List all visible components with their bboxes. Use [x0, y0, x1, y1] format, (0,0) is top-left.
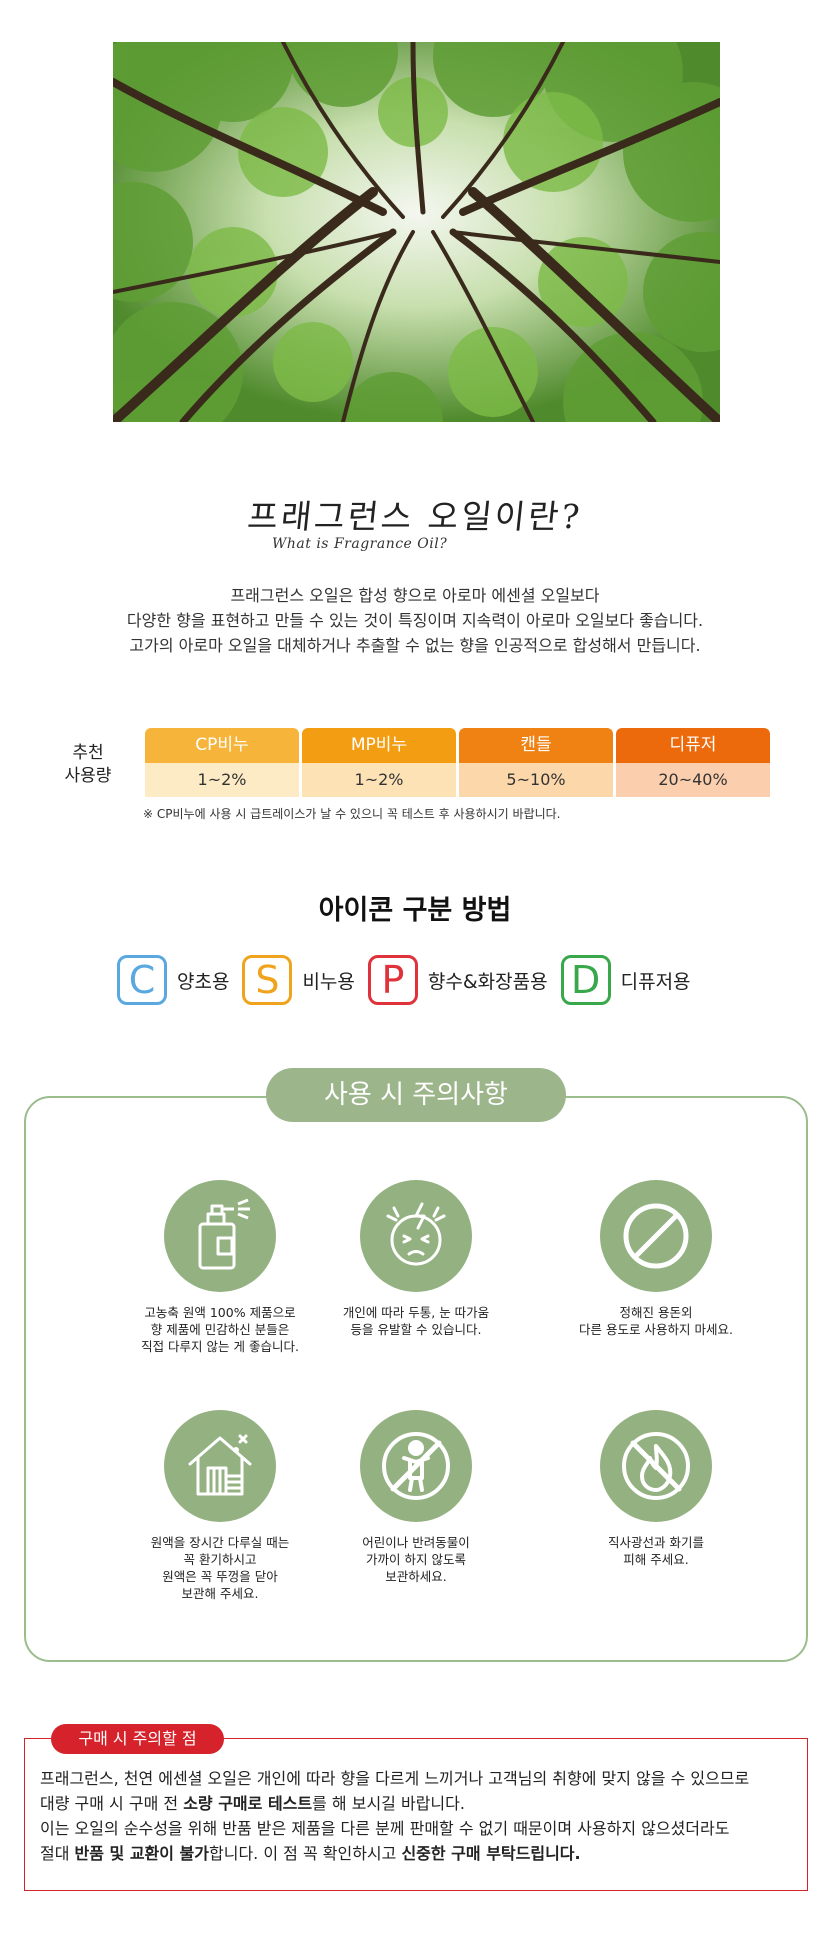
title-english: What is Fragrance Oil?	[272, 536, 448, 552]
caution-text-line: 원액을 장시간 다루실 때는	[150, 1535, 290, 1550]
intro-line: 고가의 아로마 오일을 대체하거나 추출할 수 없는 향을 인공적으로 합성해서…	[129, 636, 701, 655]
caution-text-line: 보관하세요.	[385, 1569, 447, 1584]
no-children-icon	[360, 1410, 472, 1522]
notice-line: 대량 구매 시 구매 전 소량 구매로 테스트를 해 보시길 바랍니다.	[40, 1791, 800, 1816]
caution-text-line: 직사광선과 화기를	[608, 1535, 704, 1550]
recommend-col-header: 캔들	[459, 728, 613, 763]
prohibited-icon	[600, 1180, 712, 1292]
spray-bottle-icon	[164, 1180, 276, 1292]
caution-item: 개인에 따라 두통, 눈 따가움 등을 유발할 수 있습니다.	[296, 1180, 536, 1338]
notice-line: 이는 오일의 순수성을 위해 반품 받은 제품을 다른 분께 판매할 수 없기 …	[40, 1819, 730, 1838]
legend-item-perfume: P 향수&화장품용	[367, 955, 548, 1005]
caution-title: 사용 시 주의사항	[266, 1068, 566, 1122]
notice-text: 합니다. 이 점 꼭 확인하시고	[209, 1844, 402, 1863]
caution-item: 고농축 원액 100% 제품으로 향 제품에 민감하신 분들은 직접 다루지 않…	[100, 1180, 340, 1355]
intro-line: 다양한 향을 표현하고 만들 수 있는 것이 특징이며 지속력이 아로마 오일보…	[126, 611, 704, 630]
notice-emphasis: 소량 구매로 테스트	[183, 1794, 313, 1813]
section-title: 프래그런스 오일이란? What is Fragrance Oil?	[0, 490, 830, 552]
caution-item: 직사광선과 화기를 피해 주세요.	[536, 1410, 776, 1568]
recommend-col-value: 5~10%	[459, 763, 613, 797]
recommend-col-value: 1~2%	[145, 763, 299, 797]
legend-label: 양초용	[177, 970, 230, 993]
hero-forest-image	[113, 42, 720, 422]
legend-label: 향수&화장품용	[427, 970, 548, 993]
recommend-label: 추천 사용량	[58, 742, 118, 788]
intro-paragraph: 프래그런스 오일은 합성 향으로 아로마 에센셜 오일보다 다양한 향을 표현하…	[0, 583, 830, 658]
caution-item: 원액을 장시간 다루실 때는 꼭 환기하시고 원액은 꼭 뚜껑을 닫아 보관해 …	[100, 1410, 340, 1602]
caution-text-line: 다른 용도로 사용하지 마세요.	[579, 1322, 733, 1337]
legend-item-diffuser: D 디퓨저용	[560, 955, 691, 1005]
caution-text-line: 가까이 하지 않도록	[366, 1552, 466, 1567]
caution-text-line: 정해진 용돈외	[619, 1305, 693, 1320]
notice-text: 를 해 보시길 바랍니다.	[312, 1794, 465, 1813]
caution-text-line: 보관해 주세요.	[181, 1586, 259, 1601]
icon-legend: C 양초용 S 비누용 P 향수&화장품용 D 디퓨저용	[117, 955, 704, 1005]
caution-item: 어린이나 반려동물이 가까이 하지 않도록 보관하세요.	[296, 1410, 536, 1585]
purchase-notice-box	[24, 1738, 808, 1891]
letter-c-icon: C	[117, 955, 167, 1005]
caution-text-line: 꼭 환기하시고	[183, 1552, 257, 1567]
notice-line: 절대 반품 및 교환이 불가합니다. 이 점 꼭 확인하시고 신중한 구매 부탁…	[40, 1841, 800, 1866]
recommend-table: CP비누 MP비누 캔들 디퓨저 1~2% 1~2% 5~10% 20~40%	[145, 728, 770, 797]
purchase-notice-body: 프래그런스, 천연 에센셜 오일은 개인에 따라 향을 다르게 느끼거나 고객님…	[40, 1766, 800, 1866]
caution-text-line: 향 제품에 민감하신 분들은	[150, 1322, 290, 1337]
notice-text: 대량 구매 시 구매 전	[40, 1794, 184, 1813]
recommend-label-line1: 추천	[72, 743, 104, 763]
notice-text: 절대	[40, 1844, 75, 1863]
caution-text-line: 원액은 꼭 뚜껑을 닫아	[162, 1569, 278, 1584]
recommend-label-line2: 사용량	[64, 766, 112, 786]
notice-emphasis: 반품 및 교환이 불가	[74, 1844, 210, 1863]
legend-label: 비누용	[302, 970, 355, 993]
letter-s-icon: S	[242, 955, 293, 1005]
intro-line: 프래그런스 오일은 합성 향으로 아로마 에센셜 오일보다	[230, 586, 600, 605]
caution-text-line: 등을 유발할 수 있습니다.	[350, 1322, 482, 1337]
purchase-notice-title: 구매 시 주의할 점	[51, 1724, 224, 1754]
notice-line: 프래그런스, 천연 에센셜 오일은 개인에 따라 향을 다르게 느끼거나 고객님…	[40, 1769, 750, 1788]
caution-text-line: 어린이나 반려동물이	[362, 1535, 470, 1550]
legend-title: 아이콘 구분 방법	[318, 895, 512, 926]
caution-text-line: 직접 다루지 않는 게 좋습니다.	[141, 1339, 299, 1354]
letter-p-icon: P	[367, 955, 418, 1005]
recommend-col-value: 1~2%	[302, 763, 456, 797]
legend-item-candle: C 양초용	[117, 955, 229, 1005]
title-korean: 프래그런스 오일이란?	[245, 497, 585, 536]
caution-text-line: 고농축 원액 100% 제품으로	[144, 1305, 296, 1320]
recommend-col-header: CP비누	[145, 728, 299, 763]
recommend-col-header: 디퓨저	[616, 728, 770, 763]
headache-face-icon	[360, 1180, 472, 1292]
caution-text-line: 피해 주세요.	[623, 1552, 689, 1567]
recommend-note: ※ CP비누에 사용 시 급트레이스가 날 수 있으니 꼭 테스트 후 사용하시…	[143, 807, 561, 821]
recommend-col-value: 20~40%	[616, 763, 770, 797]
no-fire-icon	[600, 1410, 712, 1522]
recommend-col-header: MP비누	[302, 728, 456, 763]
letter-d-icon: D	[560, 955, 611, 1005]
caution-item: 정해진 용돈외 다른 용도로 사용하지 마세요.	[536, 1180, 776, 1338]
legend-item-soap: S 비누용	[242, 955, 355, 1005]
caution-text-line: 개인에 따라 두통, 눈 따가움	[342, 1305, 490, 1320]
legend-label: 디퓨저용	[620, 970, 691, 993]
notice-emphasis: 신중한 구매 부탁드립니다.	[401, 1844, 581, 1863]
house-ventilation-icon	[164, 1410, 276, 1522]
